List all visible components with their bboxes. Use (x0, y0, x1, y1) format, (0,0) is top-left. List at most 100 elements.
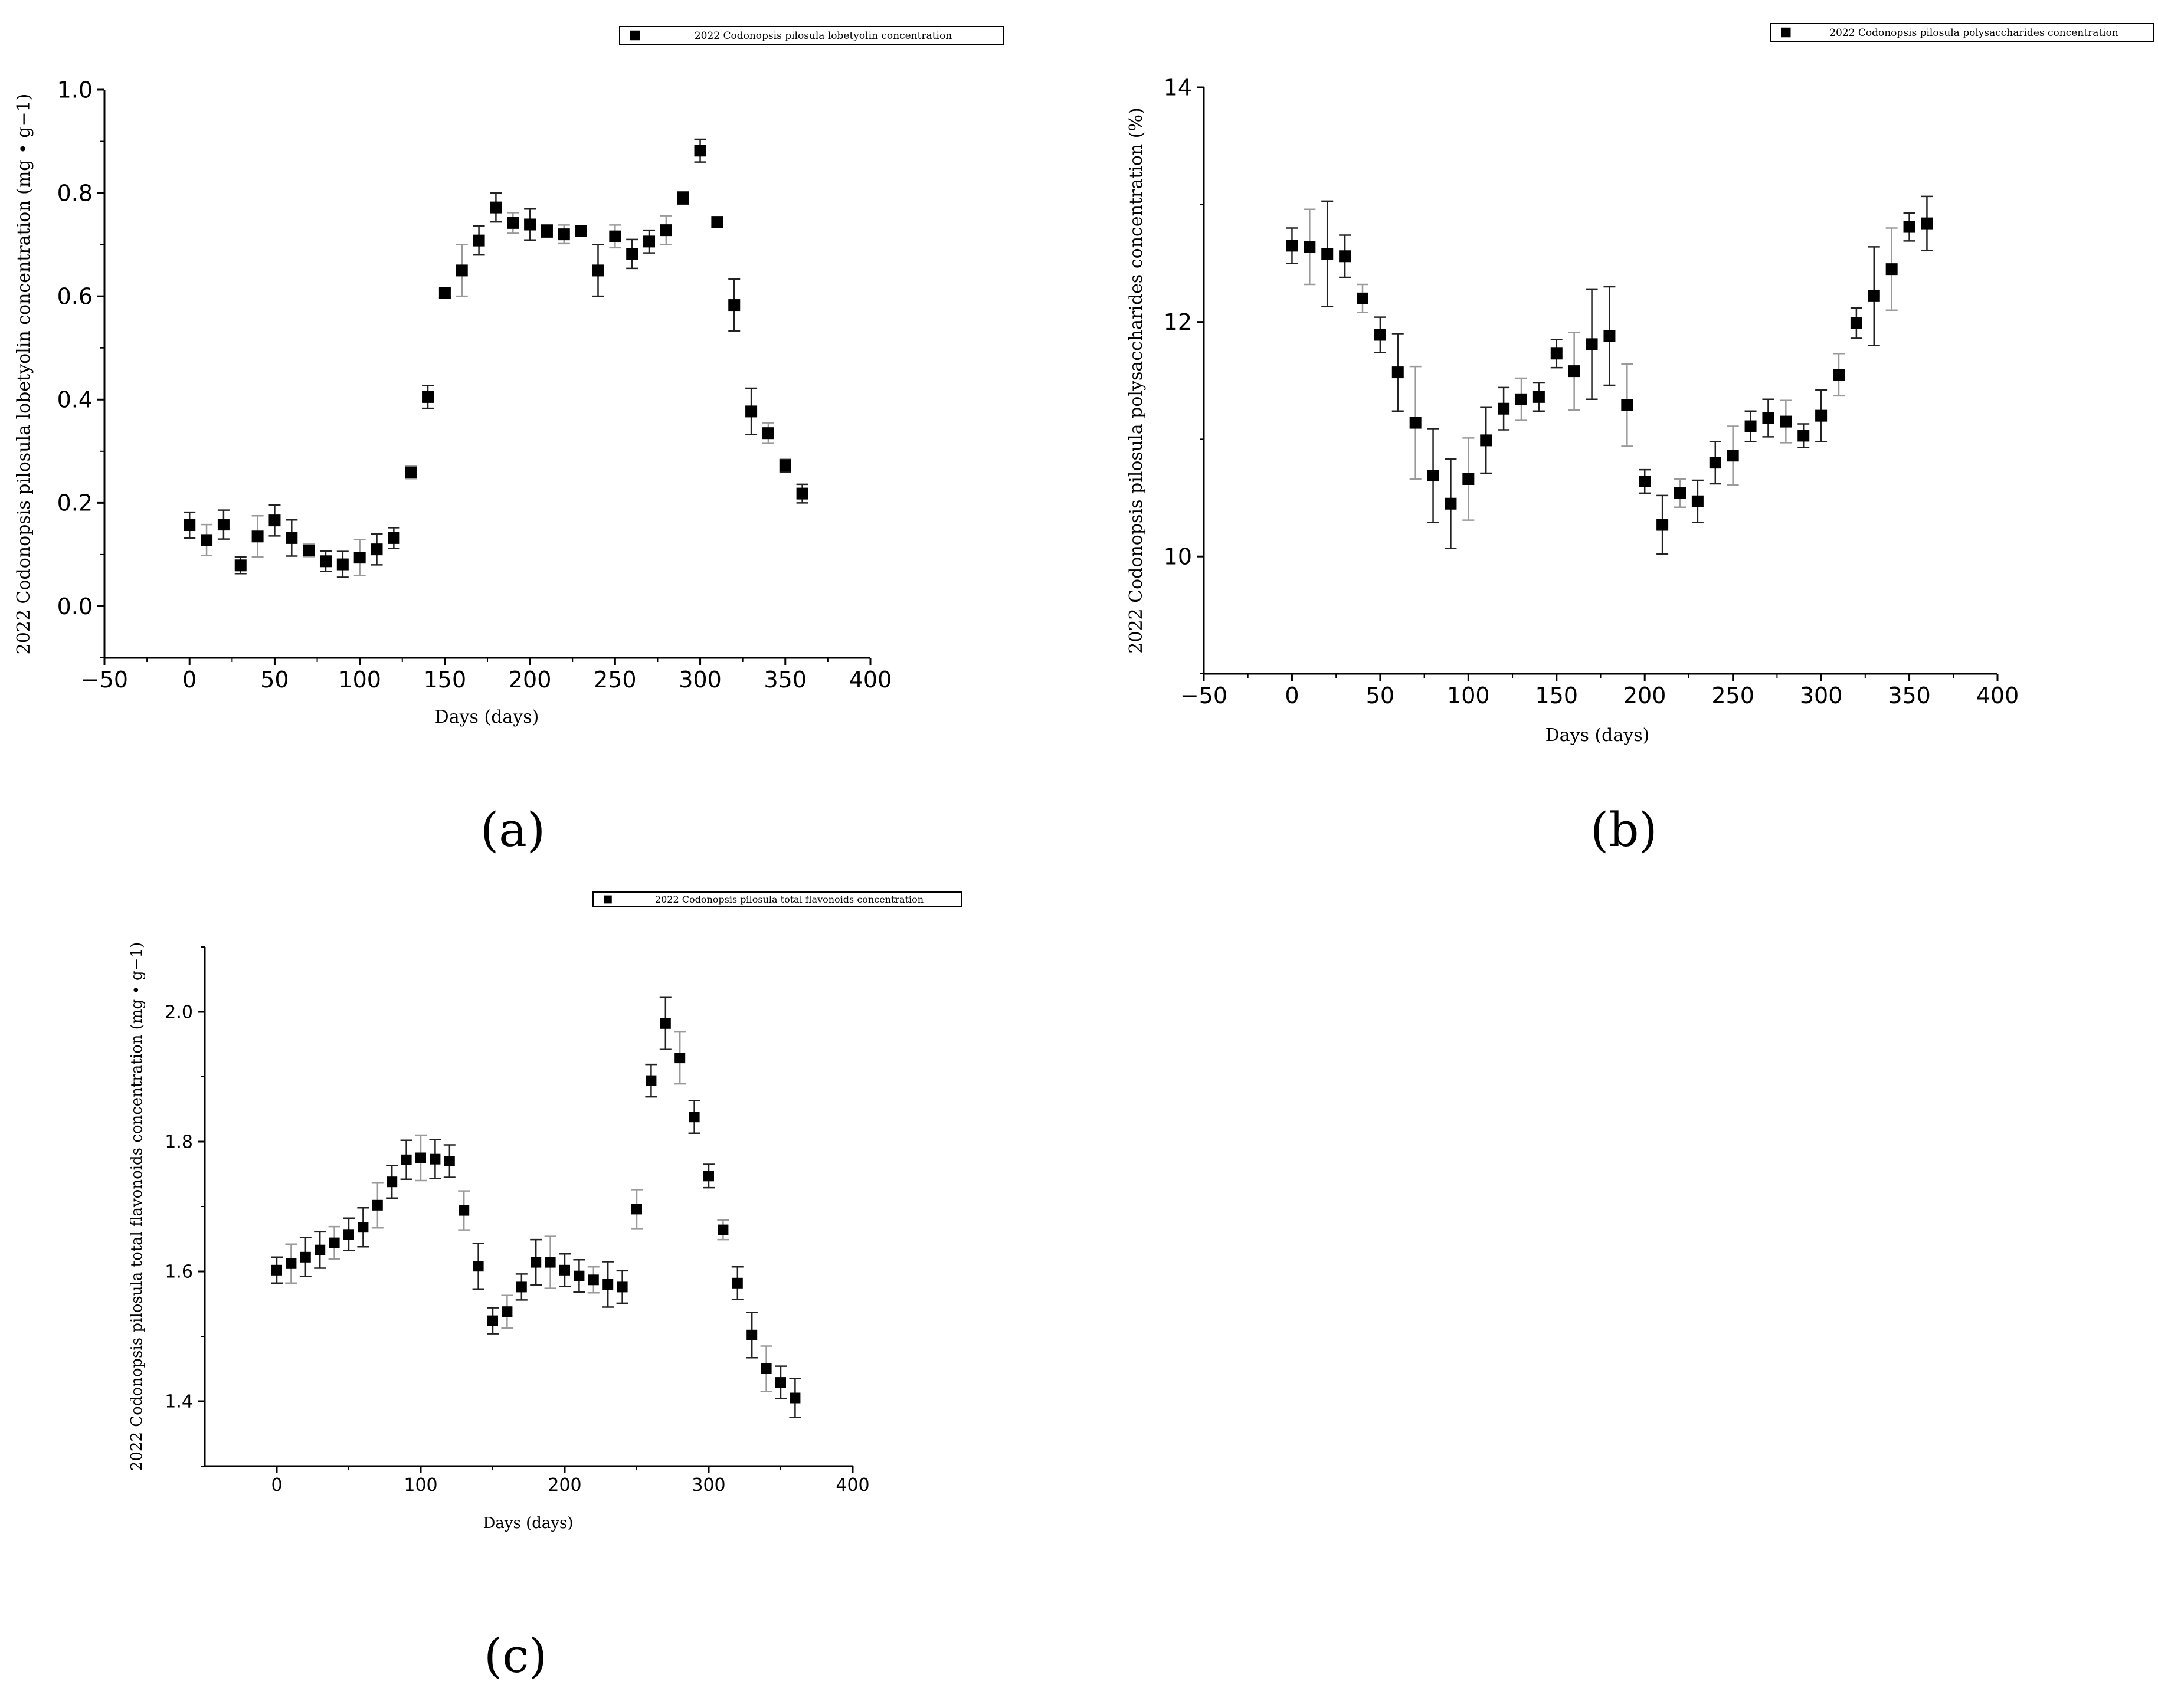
data-point (1357, 292, 1368, 304)
data-point (1744, 420, 1757, 432)
legend-label: 2022 Codonopsis pilosula lobetyolin conc… (695, 30, 952, 42)
data-point (660, 224, 672, 237)
data-point (387, 1176, 398, 1188)
data-point (1797, 430, 1810, 442)
data-point (234, 559, 247, 572)
data-point (1762, 412, 1774, 424)
data-point (444, 1156, 455, 1166)
data-point (1850, 317, 1862, 329)
data-point (1409, 417, 1422, 429)
data-point (762, 427, 774, 440)
data-point (602, 1279, 614, 1290)
data-point (1339, 250, 1351, 263)
data-point (456, 264, 468, 277)
data-point (1709, 457, 1721, 469)
data-point (1515, 393, 1527, 405)
data-point (588, 1274, 599, 1286)
data-point (422, 391, 434, 403)
data-point (531, 1257, 542, 1268)
data-point (1656, 519, 1669, 531)
data-point (745, 405, 758, 418)
data-point (617, 1281, 628, 1293)
data-point (217, 519, 230, 531)
x-tick-label: 150 (424, 667, 467, 693)
x-tick-label: 350 (764, 667, 807, 693)
data-point (660, 1018, 671, 1029)
data-point (694, 145, 706, 157)
x-tick-label: 100 (1447, 683, 1490, 709)
data-point (490, 201, 502, 214)
data-point (558, 228, 570, 241)
x-tick-label: −50 (81, 667, 128, 693)
data-point (388, 532, 400, 544)
data-point (1921, 217, 1933, 230)
data-point (677, 192, 689, 204)
data-point (728, 299, 741, 312)
data-point (574, 1270, 585, 1281)
data-point (609, 230, 621, 242)
x-tick-label: 200 (1623, 683, 1666, 709)
chart-panel-a: −50 0 50 100 150 200 250 300 350 400 0.0 0.2 0.4 0.6 0… (14, 26, 1004, 727)
x-tick-label: −50 (1180, 683, 1227, 709)
data-point (643, 235, 656, 248)
x-axis-label: Days (days) (483, 1514, 573, 1532)
data-point (401, 1154, 412, 1165)
data-point (1586, 338, 1598, 350)
x-tick-label: 250 (1711, 683, 1754, 709)
y-tick-label: 0.4 (57, 387, 93, 413)
data-point (286, 1258, 297, 1269)
data-point (438, 287, 451, 299)
y-axis-label: 2022 Codonopsis pilosula polysaccharides… (1126, 107, 1147, 653)
data-point (1868, 290, 1880, 302)
data-point (336, 558, 349, 571)
x-tick-label: 350 (1888, 683, 1931, 709)
data-point (1445, 497, 1457, 510)
y-tick-label: 0.6 (57, 283, 93, 309)
data-point (732, 1277, 743, 1289)
x-tick-label: 100 (338, 667, 381, 693)
data-point (575, 225, 587, 237)
data-point (646, 1075, 657, 1086)
data-point (473, 234, 485, 247)
data-point (315, 1244, 326, 1255)
data-point (718, 1224, 729, 1235)
data-point (1603, 330, 1616, 342)
data-point (674, 1053, 686, 1064)
data-point (1550, 347, 1563, 360)
data-point (775, 1377, 786, 1388)
y-tick-label: 2.0 (165, 1002, 193, 1023)
data-point (303, 544, 315, 556)
data-point (1780, 415, 1792, 428)
y-tick-label: 10 (1164, 544, 1192, 570)
data-point (1639, 475, 1651, 487)
x-tick-label: 250 (594, 667, 637, 693)
x-tick-label: 50 (1366, 683, 1394, 709)
x-tick-label: 100 (404, 1475, 437, 1496)
x-tick-label: 0 (1285, 683, 1299, 709)
y-axis-label: 2022 Codonopsis pilosula total flavonoid… (128, 942, 146, 1471)
data-point (502, 1306, 513, 1317)
legend-label: 2022 Codonopsis pilosula total flavonoid… (655, 894, 924, 905)
legend-box (619, 26, 1004, 45)
data-point (1885, 263, 1898, 276)
data-point (1833, 369, 1845, 381)
data-point (286, 532, 298, 544)
data-point (779, 460, 791, 472)
data-point (343, 1229, 354, 1240)
legend-marker (1781, 27, 1791, 38)
data-point (371, 543, 383, 556)
panel-label-c: (c) (484, 1628, 548, 1683)
data-point (1727, 450, 1739, 462)
chart-panel-c: 0 100 200 300 400 1.4 1.6 1.8 2.0 Days (days) 2022… (128, 891, 962, 1532)
data-point (1815, 409, 1828, 422)
data-point (1427, 470, 1439, 482)
data-point (559, 1264, 570, 1276)
x-tick-label: 150 (1535, 683, 1579, 709)
legend-marker (604, 895, 612, 904)
x-tick-label: 400 (1976, 683, 2019, 709)
x-tick-label: 400 (836, 1475, 869, 1496)
data-point (372, 1199, 383, 1211)
data-point (1691, 495, 1704, 507)
y-tick-label: 1.6 (165, 1262, 193, 1283)
